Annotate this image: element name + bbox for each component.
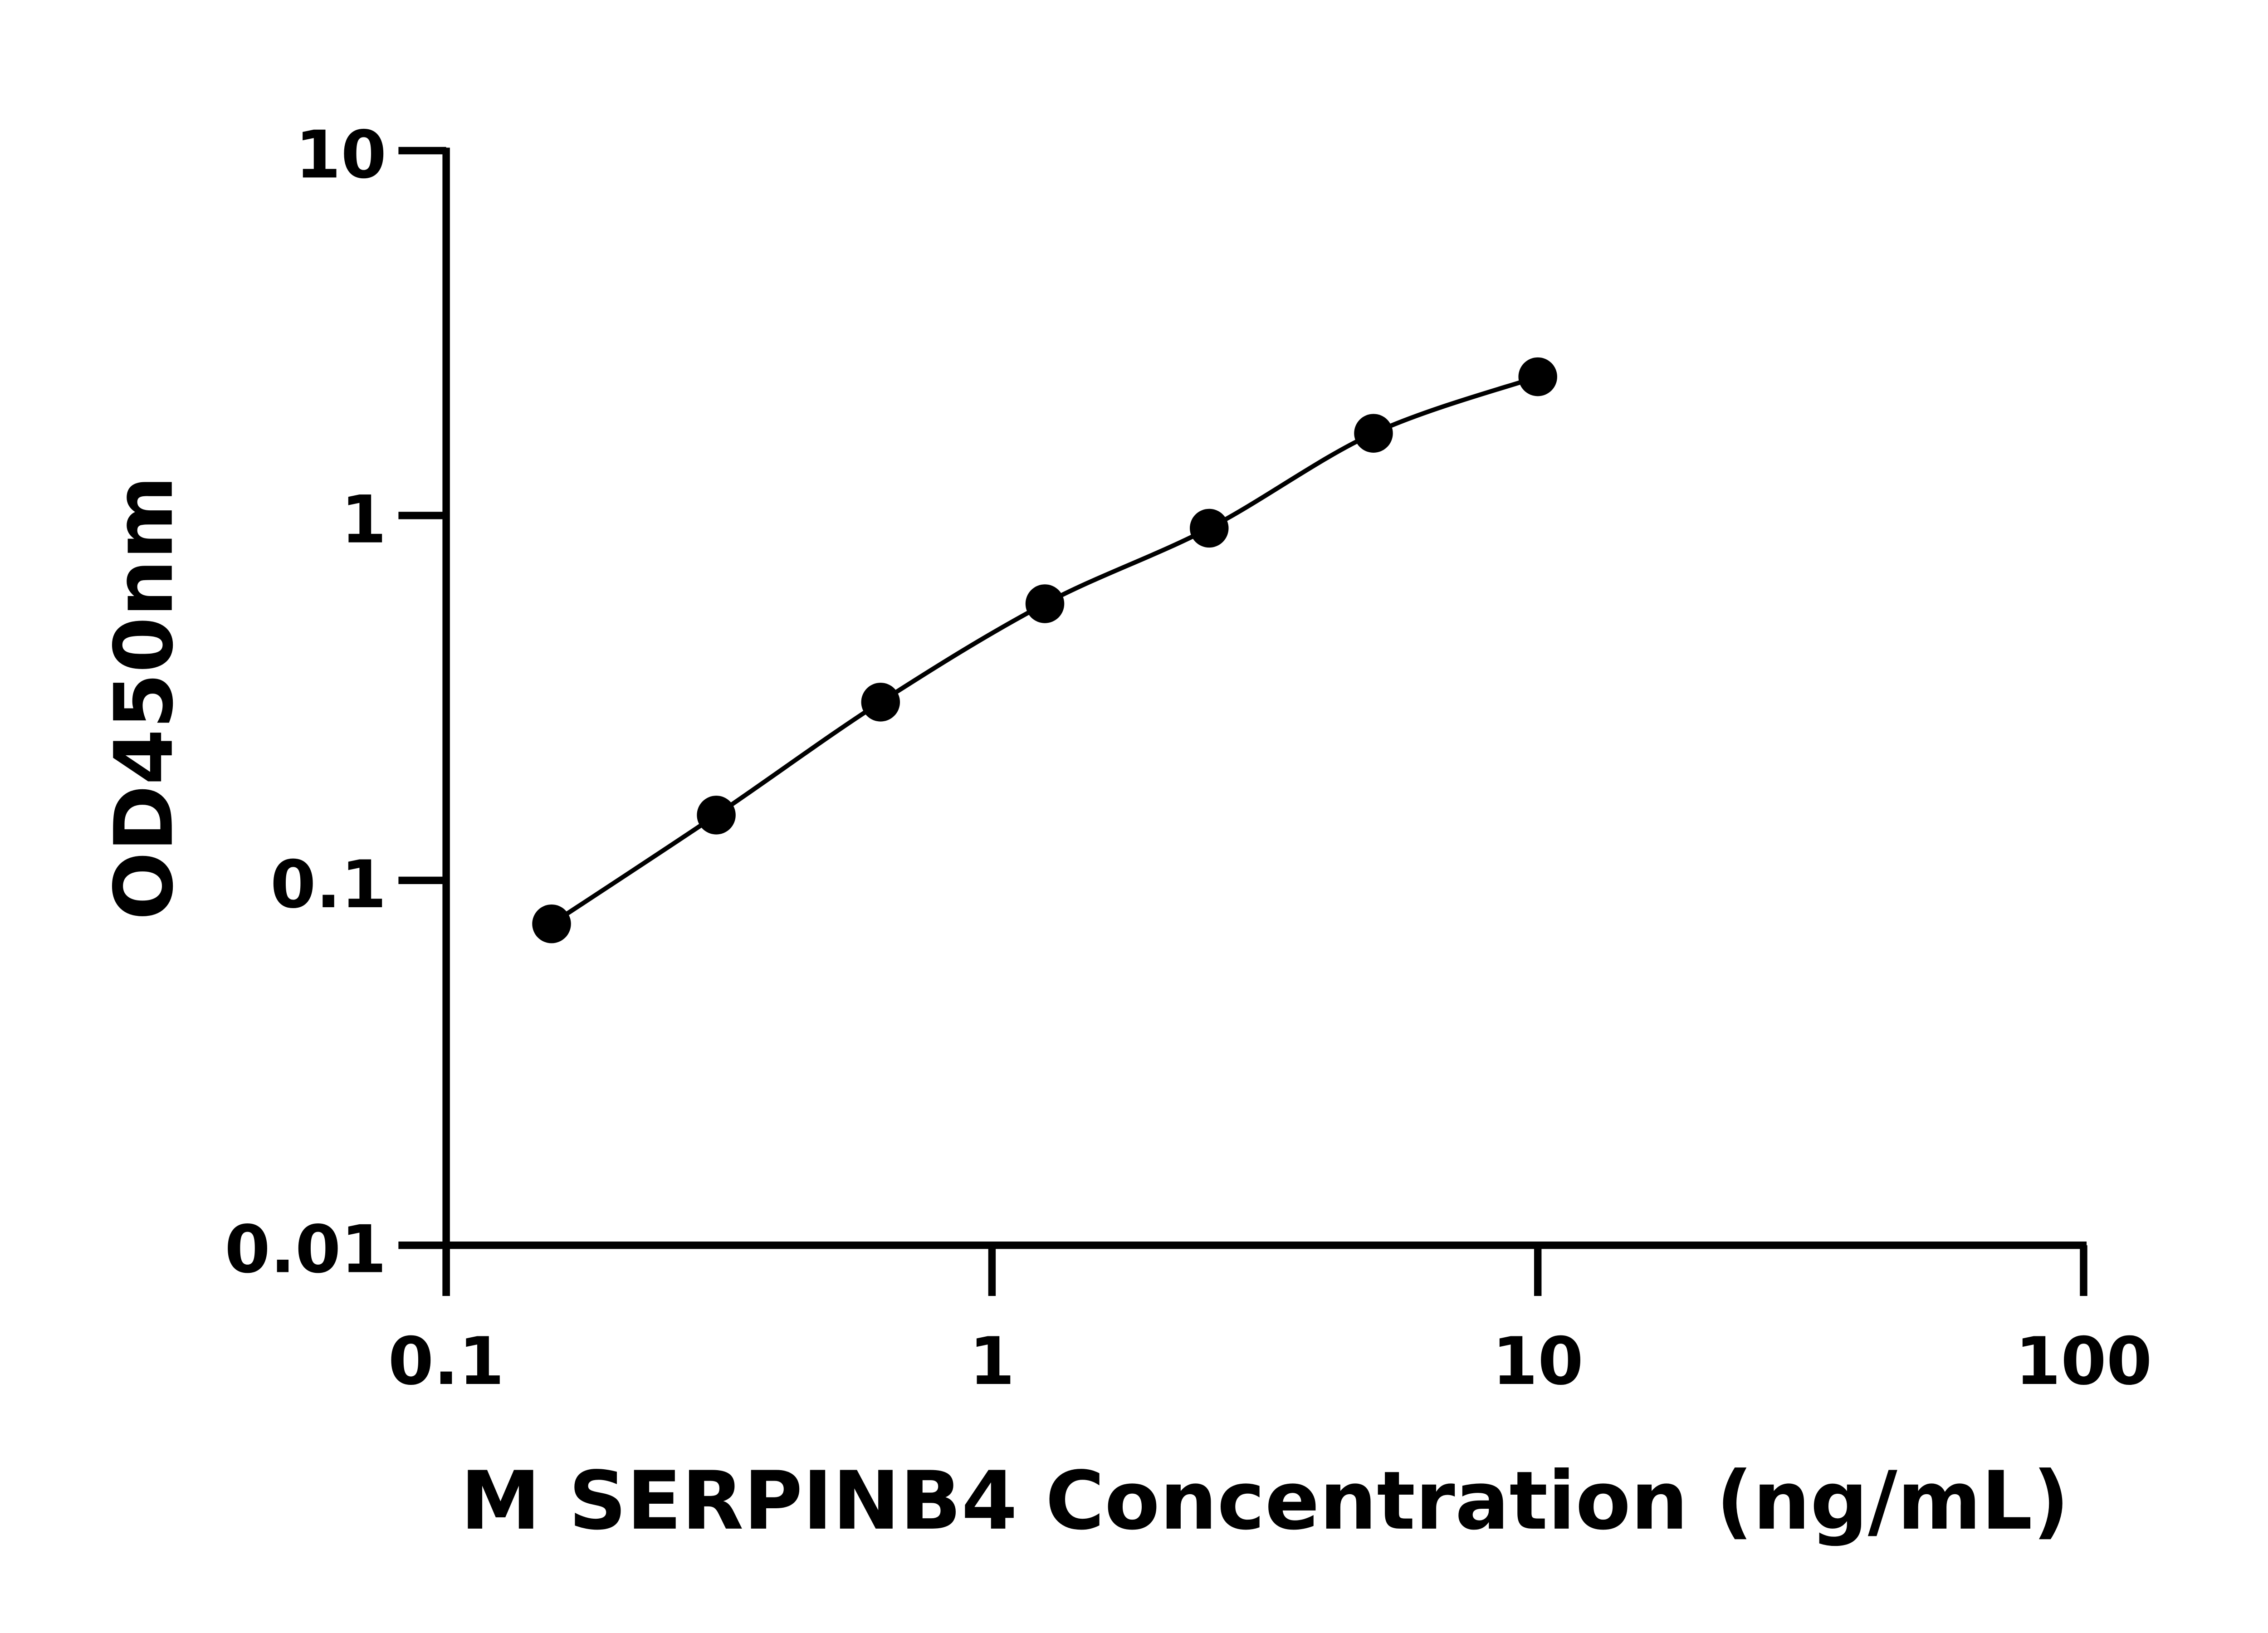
data-point xyxy=(697,796,736,835)
x-tick-labels: 0.1 1 10 100 xyxy=(388,1324,2152,1400)
data-point xyxy=(532,904,571,944)
fit-curve xyxy=(550,374,1539,926)
x-tick-label: 100 xyxy=(2015,1324,2152,1400)
data-point xyxy=(1025,584,1065,623)
data-points xyxy=(532,357,1557,944)
x-tick-label: 0.1 xyxy=(388,1324,504,1400)
data-point xyxy=(1518,357,1557,396)
y-axis-title: OD450nm xyxy=(97,476,191,920)
data-point xyxy=(1190,508,1229,548)
x-tick-label: 1 xyxy=(969,1324,1015,1400)
data-point xyxy=(1354,414,1393,453)
y-tick-label: 1 xyxy=(341,482,386,558)
axes xyxy=(398,147,2087,1296)
y-tick-label: 0.01 xyxy=(225,1212,386,1288)
x-axis-title: M SERPINB4 Concentration (ng/mL) xyxy=(460,1454,2069,1548)
data-point xyxy=(861,683,900,722)
y-tick-label: 10 xyxy=(295,117,386,193)
y-tick-label: 0.1 xyxy=(270,847,386,923)
x-tick-label: 10 xyxy=(1492,1324,1584,1400)
y-tick-labels: 0.01 0.1 1 10 xyxy=(225,117,386,1288)
fit-curve-group xyxy=(550,374,1539,926)
